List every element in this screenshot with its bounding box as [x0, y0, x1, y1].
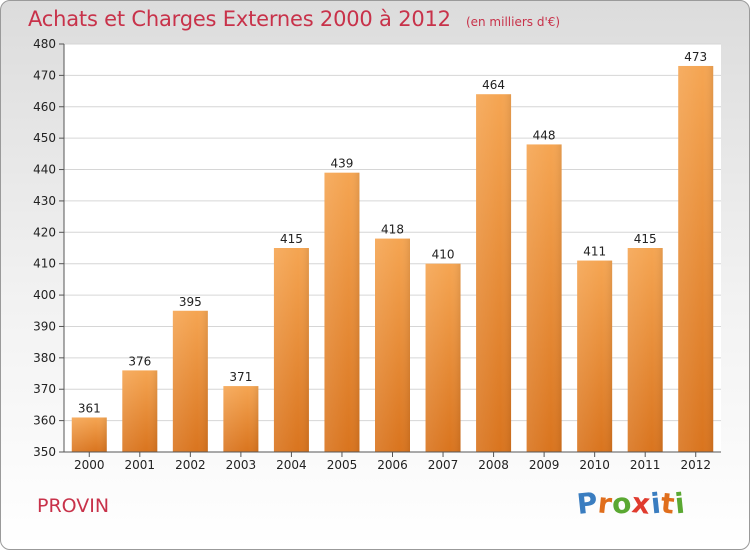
x-tick-label-2002: 2002 [175, 458, 206, 472]
y-tick-label: 440 [33, 163, 56, 177]
bar-shade-2009 [526, 144, 562, 452]
y-tick-label: 380 [33, 351, 56, 365]
value-label-2008: 464 [482, 78, 505, 92]
bar-shade-2001 [122, 370, 158, 452]
y-tick-label: 350 [33, 445, 56, 459]
bar-shade-2000 [71, 417, 107, 452]
x-tick-label-2003: 2003 [226, 458, 257, 472]
bar-shade-2002 [172, 310, 208, 452]
y-tick-label: 370 [33, 382, 56, 396]
y-tick-label: 470 [33, 68, 56, 82]
x-tick-label-2007: 2007 [428, 458, 459, 472]
y-tick-label: 410 [33, 257, 56, 271]
bar-shade-2012 [678, 65, 714, 452]
bar-shade-2010 [577, 260, 613, 452]
x-tick-label-2006: 2006 [377, 458, 408, 472]
unit-note: (en milliers d'€) [465, 15, 561, 29]
value-label-2002: 395 [179, 295, 202, 309]
x-tick-label-2011: 2011 [630, 458, 661, 472]
value-label-2000: 361 [78, 401, 101, 415]
value-label-2012: 473 [684, 50, 707, 64]
y-tick-label: 360 [33, 414, 56, 428]
bar-shade-2008 [476, 94, 512, 452]
value-label-2007: 410 [432, 248, 455, 262]
bar-shade-2005 [324, 172, 360, 452]
value-label-2006: 418 [381, 223, 404, 237]
brand-logo: Proxiti [575, 486, 687, 521]
bar-shade-2006 [375, 238, 410, 452]
brand-letter: i [672, 486, 687, 521]
y-tick-label: 390 [33, 319, 56, 333]
commune-name: PROVIN [37, 495, 110, 517]
value-label-2004: 415 [280, 232, 303, 246]
x-tick-label-2010: 2010 [579, 458, 610, 472]
bars: 361 376 395 371 415 439 418 410 464 448 411 415 473 [71, 50, 714, 452]
value-label-2010: 411 [583, 245, 606, 259]
bar-shade-2007 [425, 263, 461, 452]
y-tick-label: 420 [33, 225, 56, 239]
x-tick-label-2001: 2001 [125, 458, 156, 472]
bar-shade-2004 [273, 248, 309, 452]
bar-shade-2003 [223, 386, 259, 452]
chart-title: Achats et Charges Externes 2000 à 2012 [28, 7, 451, 31]
axes: 350 360 370 380 390 400 410 420 430 440 450 460 470 4… [33, 37, 721, 472]
x-tick-label-2005: 2005 [327, 458, 358, 472]
x-tick-label-2004: 2004 [276, 458, 307, 472]
value-label-2009: 448 [533, 128, 556, 142]
x-tick-label-2000: 2000 [74, 458, 105, 472]
value-label-2005: 439 [331, 157, 354, 171]
y-tick-label: 430 [33, 194, 56, 208]
y-tick-label: 480 [33, 37, 56, 51]
value-label-2011: 415 [634, 232, 657, 246]
value-label-2001: 376 [128, 354, 151, 368]
value-label-2003: 371 [229, 370, 252, 384]
y-tick-label: 460 [33, 100, 56, 114]
bar-shade-2011 [627, 248, 663, 452]
x-tick-label-2008: 2008 [478, 458, 509, 472]
y-tick-label: 400 [33, 288, 56, 302]
x-tick-label-2012: 2012 [680, 458, 711, 472]
title-line: Achats et Charges Externes 2000 à 2012 (… [28, 7, 560, 31]
y-tick-label: 450 [33, 131, 56, 145]
x-tick-label-2009: 2009 [529, 458, 560, 472]
